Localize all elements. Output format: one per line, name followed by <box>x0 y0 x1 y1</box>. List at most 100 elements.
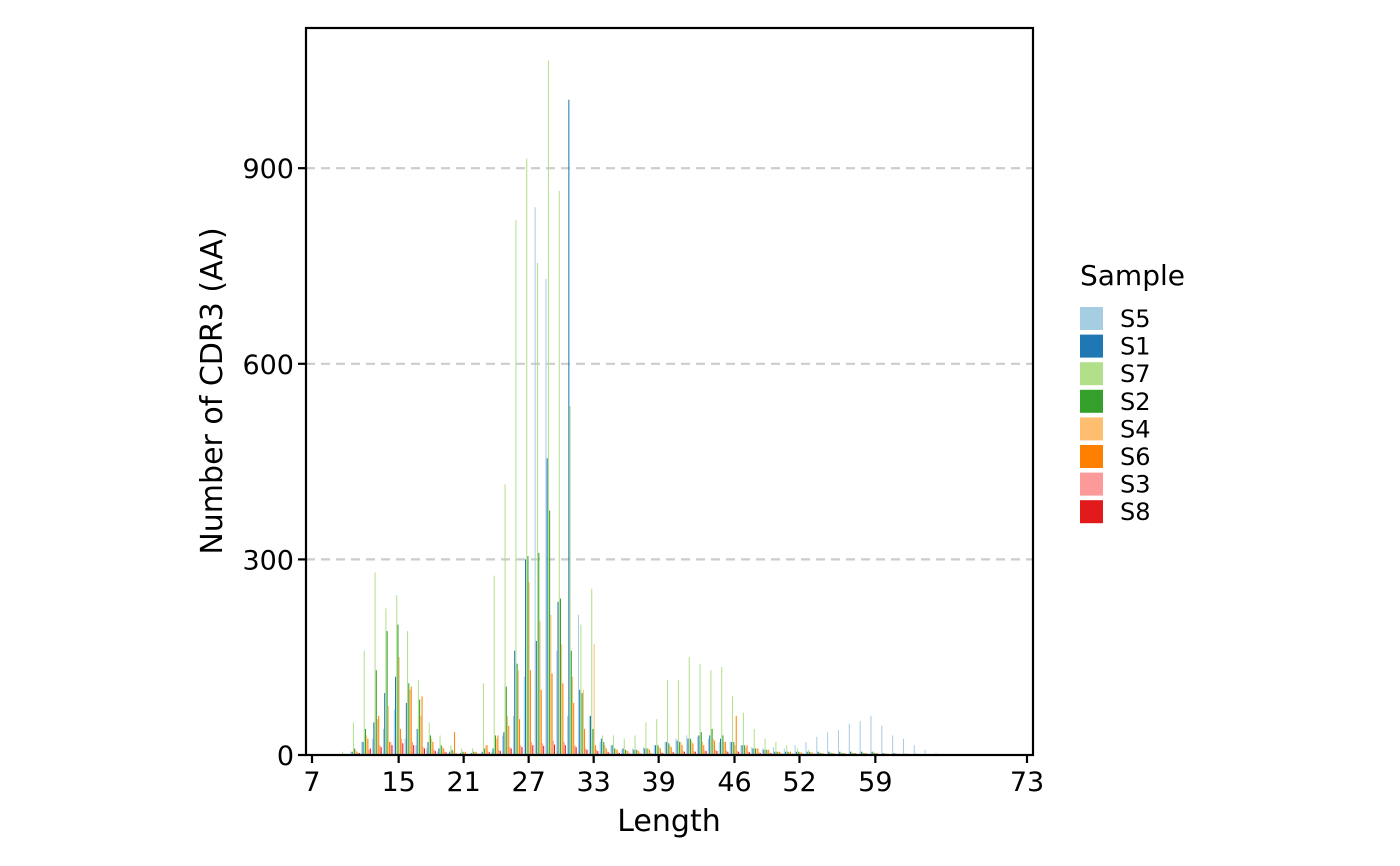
bar-s6-23 <box>486 745 488 755</box>
bar-s5-48 <box>751 747 753 755</box>
bar-s8-13 <box>380 747 382 755</box>
bar-s7-29 <box>547 60 549 756</box>
bar-s2-33 <box>592 728 594 755</box>
bar-s8-27 <box>532 745 534 755</box>
bar-s6-25 <box>508 725 510 755</box>
bar-s3-14 <box>390 741 392 755</box>
bar-s3-29 <box>552 740 554 755</box>
bar-s7-45 <box>721 666 723 755</box>
bar-s3-40 <box>671 751 673 755</box>
legend-label-s6: S6 <box>1120 443 1151 471</box>
bar-s6-45 <box>724 741 726 755</box>
bar-s8-19 <box>445 752 447 755</box>
bar-s3-25 <box>509 747 511 755</box>
bar-s2-16 <box>408 683 410 755</box>
bar-s1-20 <box>449 751 451 755</box>
bar-s2-46 <box>733 741 735 755</box>
bar-s8-34 <box>608 752 610 755</box>
bar-s1-59 <box>871 751 873 755</box>
bar-s1-39 <box>655 745 657 755</box>
bar-s8-23 <box>488 752 491 755</box>
legend-swatch-s1 <box>1080 334 1103 358</box>
bar-s7-16 <box>407 631 409 755</box>
bar-s4-53 <box>810 752 812 755</box>
bar-s1-50 <box>774 751 776 755</box>
bar-s1-46 <box>730 741 732 755</box>
bar-s5-33 <box>588 715 590 755</box>
bar-s3-32 <box>585 748 587 755</box>
bar-s4-31 <box>572 676 574 755</box>
bar-s1-17 <box>416 728 418 755</box>
bar-s6-52 <box>800 752 802 755</box>
bar-s2-21 <box>462 751 464 755</box>
bar-s7-55 <box>829 751 831 755</box>
bar-s5-45 <box>718 741 720 755</box>
bar-s2-23 <box>484 748 486 755</box>
bar-s7-42 <box>688 657 690 755</box>
bar-s1-24 <box>492 748 494 755</box>
bar-s8-16 <box>413 745 415 755</box>
bar-s4-29 <box>550 614 552 755</box>
bar-s4-37 <box>637 749 639 755</box>
bar-s7-35 <box>612 735 614 755</box>
bar-s6-21 <box>464 751 466 755</box>
bar-s5-29 <box>545 279 547 755</box>
bar-s1-30 <box>557 601 559 755</box>
bar-s6-29 <box>551 673 553 755</box>
bar-s7-25 <box>504 484 506 755</box>
bar-s4-19 <box>442 747 444 755</box>
bar-s2-37 <box>635 749 637 755</box>
bar-s3-43 <box>704 750 706 755</box>
bar-s8-24 <box>499 751 501 755</box>
bar-s1-13 <box>373 722 375 755</box>
bar-s7-13 <box>374 572 376 755</box>
bar-s5-18 <box>426 748 428 755</box>
bar-s8-15 <box>402 743 404 755</box>
bar-s1-12 <box>362 741 364 755</box>
bar-s6-30 <box>562 683 564 755</box>
legend-swatch-s8 <box>1080 500 1103 524</box>
bar-s2-25 <box>505 686 507 755</box>
bar-s3-31 <box>574 745 576 755</box>
bar-s2-40 <box>668 743 670 755</box>
bar-s5-11 <box>350 751 352 755</box>
bar-s2-28 <box>538 552 540 755</box>
bar-s6-14 <box>389 741 391 755</box>
bar-s7-14 <box>385 608 387 755</box>
legend-swatch-s4 <box>1080 417 1103 441</box>
bar-s5-44 <box>707 738 709 755</box>
bar-s7-15 <box>396 595 398 755</box>
bar-s8-17 <box>423 748 426 755</box>
legend-swatch-s3 <box>1080 472 1103 496</box>
y-axis-title: Number of CDR3 (AA) <box>195 227 230 554</box>
bar-s7-38 <box>645 722 647 755</box>
bar-s1-33 <box>590 715 592 755</box>
bar-s6-11 <box>356 751 358 755</box>
bar-s3-15 <box>401 738 403 755</box>
bar-s3-35 <box>617 752 619 755</box>
bar-s5-28 <box>534 207 536 756</box>
bar-s5-46 <box>729 741 731 755</box>
bar-s2-44 <box>711 728 713 755</box>
bar-s2-36 <box>624 749 626 755</box>
bar-s4-22 <box>474 752 476 755</box>
bar-s6-37 <box>638 751 640 755</box>
bar-s4-36 <box>626 749 628 755</box>
x-axis-title: Length <box>617 804 720 839</box>
bar-s2-13 <box>375 670 377 755</box>
bar-s6-33 <box>594 745 596 755</box>
bar-s8-44 <box>716 751 718 755</box>
bar-s5-37 <box>632 748 634 755</box>
bar-s6-22 <box>475 751 477 755</box>
bar-s2-48 <box>754 748 756 755</box>
bar-s5-19 <box>437 751 439 755</box>
bar-s8-32 <box>586 749 588 755</box>
x-tick-label: 59 <box>858 767 892 798</box>
bar-s7-54 <box>818 751 820 755</box>
bar-s3-26 <box>520 745 522 755</box>
bar-s6-27 <box>529 670 531 755</box>
bar-s1-31 <box>568 99 570 756</box>
bar-s6-17 <box>421 696 423 755</box>
bar-s4-17 <box>420 715 422 755</box>
bar-s7-24 <box>493 575 495 755</box>
